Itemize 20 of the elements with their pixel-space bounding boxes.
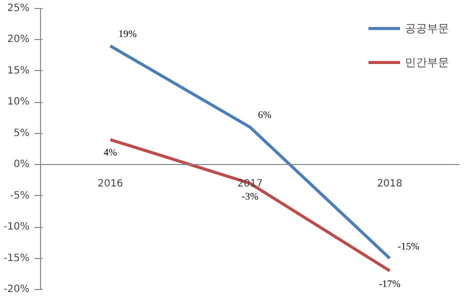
y-tick-label: 0% — [14, 159, 30, 170]
legend-label: 민간부문 — [405, 54, 449, 70]
data-label: -17% — [378, 278, 401, 290]
y-tick-label: -15% — [4, 252, 30, 264]
x-tick-label: 2016 — [98, 178, 124, 190]
y-tick-label: 25% — [7, 3, 30, 14]
y-tick-label: 15% — [7, 65, 30, 76]
x-tick-label: 2018 — [376, 178, 402, 190]
data-label: -3% — [242, 191, 258, 202]
y-tick-label: 20% — [7, 34, 30, 46]
legend-label: 공공부문 — [405, 20, 449, 36]
y-tick-label: -5% — [10, 190, 30, 202]
data-label: 6% — [258, 110, 272, 122]
y-tick-label: -10% — [4, 222, 30, 233]
y-tick-label: 5% — [14, 128, 30, 139]
data-label: 4% — [104, 148, 118, 159]
y-tick-label: 10% — [7, 96, 30, 108]
data-label: -15% — [398, 241, 420, 252]
y-tick-label: -20% — [4, 284, 30, 295]
data-label: 19% — [118, 28, 137, 40]
